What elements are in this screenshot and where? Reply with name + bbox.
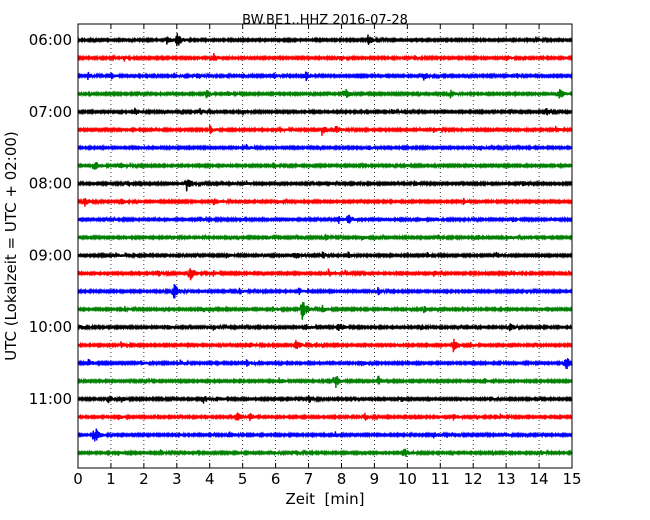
y-tick-label: 08:00 xyxy=(29,175,72,193)
x-tick-label: 7 xyxy=(304,470,314,488)
seismic-trace xyxy=(77,124,573,136)
x-tick-label: 8 xyxy=(337,470,347,488)
trace-row xyxy=(77,301,573,320)
seismic-trace xyxy=(77,214,573,224)
seismic-trace xyxy=(77,323,573,332)
trace-row xyxy=(77,33,573,47)
y-tick-label: 09:00 xyxy=(29,246,72,264)
x-tick-label: 9 xyxy=(370,470,380,488)
seismic-trace xyxy=(77,375,573,389)
x-tick-label: 15 xyxy=(562,470,581,488)
seismic-trace xyxy=(77,143,573,152)
x-tick-label: 11 xyxy=(431,470,450,488)
seismic-trace xyxy=(77,53,573,62)
trace-row xyxy=(77,284,573,299)
seismic-trace xyxy=(77,33,573,47)
trace-row xyxy=(77,179,573,192)
trace-row xyxy=(77,395,573,404)
trace-row xyxy=(77,268,573,281)
x-tick-label: 3 xyxy=(172,470,182,488)
y-tick-label: 11:00 xyxy=(29,390,72,408)
x-axis-label: Zeit [min] xyxy=(285,490,364,508)
y-tick-label: 06:00 xyxy=(29,31,72,49)
y-tick-label: 10:00 xyxy=(29,318,72,336)
trace-row xyxy=(77,448,573,457)
y-tick-label: 07:00 xyxy=(29,103,72,121)
seismic-trace xyxy=(77,395,573,404)
trace-row xyxy=(77,107,573,116)
x-tick-label: 12 xyxy=(464,470,483,488)
x-tick-label: 5 xyxy=(238,470,248,488)
seismic-trace xyxy=(77,301,573,320)
trace-rows xyxy=(77,33,573,457)
seismic-trace xyxy=(77,88,573,99)
y-axis-ticks: 06:00 07:00 08:00 09:00 10:00 11:00 xyxy=(29,31,572,408)
seismic-trace xyxy=(77,107,573,116)
trace-row xyxy=(77,88,573,99)
trace-row xyxy=(77,214,573,224)
trace-row xyxy=(77,338,573,353)
x-tick-label: 14 xyxy=(530,470,549,488)
trace-row xyxy=(77,428,573,442)
trace-row xyxy=(77,375,573,389)
seismic-trace xyxy=(77,268,573,281)
x-tick-label: 0 xyxy=(73,470,83,488)
seismic-trace xyxy=(77,251,573,260)
seismic-trace xyxy=(77,161,573,170)
trace-row xyxy=(77,143,573,152)
x-tick-label: 6 xyxy=(271,470,281,488)
x-tick-label: 4 xyxy=(205,470,215,488)
trace-row xyxy=(77,323,573,332)
trace-row xyxy=(77,161,573,170)
seismic-trace xyxy=(77,448,573,457)
y-axis-label: UTC (Lokalzeit = UTC + 02:00) xyxy=(2,131,20,361)
trace-row xyxy=(77,53,573,62)
seismic-trace xyxy=(77,428,573,442)
chart-title: BW.BE1..HHZ 2016-07-28 xyxy=(242,13,408,28)
x-axis-ticks: 0 1 2 3 4 5 6 7 8 9 10 11 12 13 14 15 xyxy=(73,24,582,488)
x-tick-label: 13 xyxy=(497,470,516,488)
trace-row xyxy=(77,197,573,207)
x-tick-label: 10 xyxy=(398,470,417,488)
trace-row xyxy=(77,71,573,82)
seismic-trace xyxy=(77,197,573,207)
plot-frame xyxy=(77,23,573,469)
seismic-trace xyxy=(77,71,573,82)
trace-row xyxy=(77,233,573,242)
trace-row xyxy=(77,358,573,370)
seismic-trace xyxy=(77,179,573,192)
trace-row xyxy=(77,412,573,421)
x-tick-label: 1 xyxy=(106,470,116,488)
trace-row xyxy=(77,251,573,260)
seismic-trace xyxy=(77,412,573,421)
seismic-trace xyxy=(77,233,573,242)
seismic-trace xyxy=(77,338,573,353)
x-tick-label: 2 xyxy=(139,470,149,488)
seismic-trace xyxy=(77,284,573,299)
trace-row xyxy=(77,124,573,136)
seismic-trace xyxy=(77,358,573,370)
